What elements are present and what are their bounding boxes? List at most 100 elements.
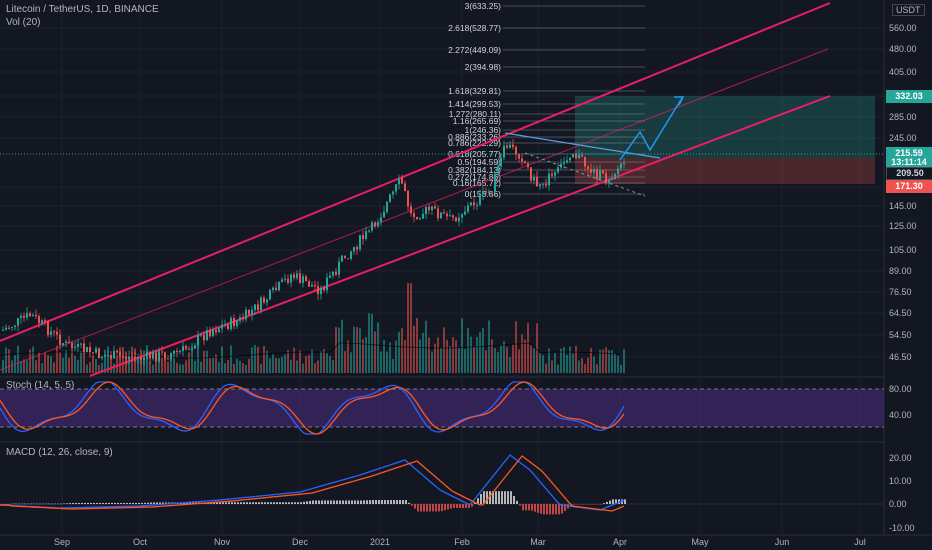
volume-bar bbox=[8, 349, 10, 373]
channel-upper-line[interactable] bbox=[0, 2, 831, 342]
volume-bar bbox=[470, 336, 472, 373]
macd-histogram-bar bbox=[252, 502, 254, 504]
price-tag[interactable]: 332.03 bbox=[886, 90, 932, 103]
candle-body bbox=[131, 356, 133, 358]
volume-bar bbox=[290, 359, 292, 373]
time-axis-label[interactable]: Mar bbox=[530, 537, 546, 547]
time-axis-label[interactable]: Jul bbox=[854, 537, 866, 547]
volume-bars bbox=[2, 283, 625, 373]
price-axis-tick: 245.00 bbox=[889, 133, 917, 143]
volume-bar bbox=[365, 337, 367, 373]
candle-body bbox=[152, 352, 154, 359]
macd-histogram-bar bbox=[87, 502, 89, 504]
volume-bar bbox=[452, 337, 454, 373]
time-axis-label[interactable]: Dec bbox=[292, 537, 309, 547]
stoch-legend[interactable]: Stoch (14, 5, 5) bbox=[6, 380, 75, 391]
volume-bar bbox=[44, 352, 46, 373]
time-axis-labels[interactable]: Sep Oct Nov Dec 2021 Feb Mar Apr May Jun Jul bbox=[54, 537, 866, 547]
macd-histogram-bar bbox=[243, 502, 245, 504]
macd-histogram-bar bbox=[117, 502, 119, 504]
macd-histogram-bar bbox=[282, 502, 284, 504]
volume-bar bbox=[254, 345, 256, 373]
volume-bar bbox=[578, 360, 580, 373]
macd-histogram-bar bbox=[21, 503, 23, 505]
candle-body bbox=[248, 309, 250, 315]
volume-bar bbox=[308, 355, 310, 373]
time-axis-label[interactable]: Nov bbox=[214, 537, 231, 547]
volume-bar bbox=[485, 350, 487, 373]
time-axis-label[interactable]: Jun bbox=[775, 537, 790, 547]
candle-body bbox=[173, 351, 175, 354]
macd-histogram-bar bbox=[234, 502, 236, 504]
time-axis-label[interactable]: Apr bbox=[613, 537, 627, 547]
candle-body bbox=[143, 357, 145, 360]
volume-bar bbox=[362, 339, 364, 373]
candle-body bbox=[257, 304, 259, 311]
volume-bar bbox=[383, 340, 385, 373]
macd-histogram-bar bbox=[267, 502, 269, 504]
volume-bar bbox=[35, 360, 37, 373]
candle-body bbox=[422, 213, 424, 219]
wedge-upper-line[interactable] bbox=[504, 132, 661, 159]
fib-level-label: 1.618(329.81) bbox=[448, 86, 501, 96]
macd-histogram-bar bbox=[186, 502, 188, 504]
price-tag[interactable]: 13:11:14 bbox=[886, 156, 932, 169]
macd-histogram-bar bbox=[435, 504, 437, 512]
candle-body bbox=[338, 261, 340, 275]
projection-path[interactable] bbox=[619, 97, 683, 161]
volume-bar bbox=[500, 345, 502, 373]
volume-bar bbox=[293, 347, 295, 373]
volume-bar bbox=[74, 355, 76, 373]
candle-body bbox=[224, 324, 226, 326]
candle-body bbox=[104, 355, 106, 357]
macd-histogram-bar bbox=[144, 502, 146, 504]
long-position-stop-zone[interactable] bbox=[575, 158, 875, 184]
candle-body bbox=[191, 348, 193, 350]
macd-histogram-bar bbox=[231, 502, 233, 504]
time-axis-label[interactable]: Sep bbox=[54, 537, 70, 547]
time-axis-label[interactable]: May bbox=[691, 537, 709, 547]
volume-bar bbox=[449, 346, 451, 373]
fibonacci-extension[interactable]: 3(633.25) 2.618(528.77) 2.272(449.09) 2(394… bbox=[448, 1, 645, 199]
candle-body bbox=[599, 170, 601, 180]
currency-label[interactable]: USDT bbox=[892, 4, 925, 16]
volume-bar bbox=[317, 360, 319, 373]
long-position-target-zone[interactable] bbox=[575, 96, 875, 158]
price-tag[interactable]: 209.50 bbox=[886, 167, 932, 180]
candle-body bbox=[83, 343, 85, 353]
volume-legend[interactable]: Vol (20) bbox=[6, 17, 41, 28]
candle-body bbox=[308, 281, 310, 287]
time-axis-label[interactable]: Oct bbox=[133, 537, 148, 547]
macd-histogram-bar bbox=[429, 504, 431, 512]
macd-histogram-bar bbox=[390, 500, 392, 504]
volume-bar bbox=[299, 350, 301, 373]
symbol-title[interactable]: Litecoin / TetherUS, 1D, BINANCE bbox=[6, 4, 159, 15]
macd-histogram-bar bbox=[408, 502, 410, 504]
macd-axis-tick: 0.00 bbox=[889, 499, 907, 509]
volume-bar bbox=[341, 319, 343, 373]
macd-histogram-bar bbox=[279, 502, 281, 504]
volume-bar bbox=[623, 348, 625, 373]
time-axis-label[interactable]: 2021 bbox=[370, 537, 390, 547]
volume-bar bbox=[371, 313, 373, 373]
macd-histogram-bar bbox=[312, 500, 314, 504]
macd-histogram-bar bbox=[9, 504, 11, 505]
candle-body bbox=[29, 313, 31, 317]
channel-middle-line[interactable] bbox=[0, 48, 829, 371]
macd-histogram-bar bbox=[468, 504, 470, 508]
volume-bar bbox=[368, 313, 370, 373]
volume-bar bbox=[248, 358, 250, 373]
macd-legend[interactable]: MACD (12, 26, close, 9) bbox=[6, 447, 113, 458]
fib-level-label: 1.16(265.69) bbox=[453, 116, 501, 126]
macd-histogram-bar bbox=[273, 502, 275, 504]
projection-arrow-head bbox=[674, 96, 685, 106]
macd-histogram-bar bbox=[546, 504, 548, 515]
volume-bar bbox=[476, 336, 478, 373]
candle-body bbox=[464, 211, 466, 215]
candle-body bbox=[584, 156, 586, 167]
volume-bar bbox=[173, 350, 175, 373]
price-tag[interactable]: 171.30 bbox=[886, 180, 932, 193]
volume-bar bbox=[548, 348, 550, 373]
time-axis-label[interactable]: Feb bbox=[454, 537, 470, 547]
